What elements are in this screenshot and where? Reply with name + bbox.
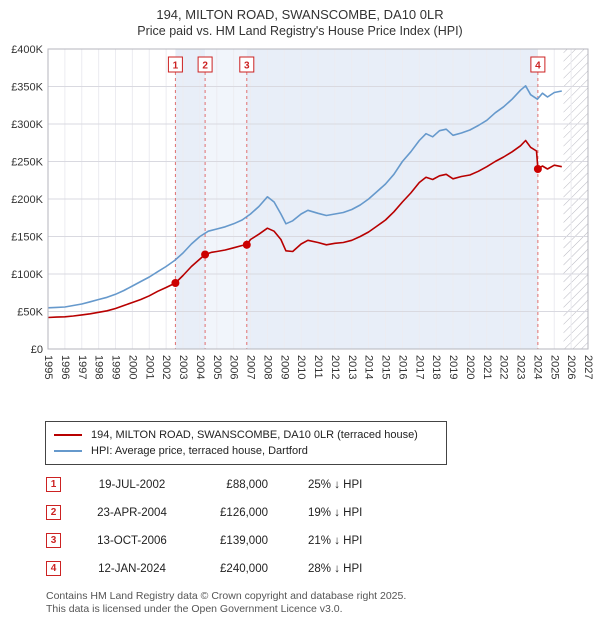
- sale-point: [533, 165, 542, 173]
- page-subtitle: Price paid vs. HM Land Registry's House …: [137, 24, 463, 38]
- transaction-row: 1 19-JUL-2002 £88,000 25% ↓ HPI: [46, 477, 600, 492]
- x-axis-label: 1995: [42, 355, 54, 379]
- legend-item-property: 194, MILTON ROAD, SWANSCOMBE, DA10 0LR (…: [54, 427, 438, 443]
- plot-border: [47, 48, 589, 350]
- legend-label-property: 194, MILTON ROAD, SWANSCOMBE, DA10 0LR (…: [91, 429, 418, 441]
- x-axis-label: 2025: [548, 355, 560, 379]
- x-axis-label: 2022: [498, 355, 510, 379]
- y-axis-label: £300K: [11, 119, 43, 131]
- x-axis-label: 2021: [481, 355, 493, 379]
- footer-line-2: This data is licensed under the Open Gov…: [46, 603, 343, 615]
- x-axis-label: 2004: [194, 355, 206, 379]
- transaction-vs-hpi: 21% ↓ HPI: [308, 534, 363, 547]
- x-axis-label: 2002: [160, 355, 172, 379]
- price-history-chart: £0 £50K £100K £150K £200K £250K £300K £350K £400…: [11, 44, 594, 379]
- property-price-line: [47, 139, 562, 319]
- transaction-date: 23-APR-2004: [97, 506, 167, 519]
- sale-number-box: [239, 56, 255, 73]
- y-axis-label: £400K: [11, 44, 43, 56]
- transaction-row: 3 13-OCT-2006 £139,000 21% ↓ HPI: [46, 533, 600, 548]
- y-axis-label: £200K: [11, 194, 43, 206]
- y-axis-label: £0: [31, 344, 43, 356]
- sale-number-label: 3: [244, 61, 250, 72]
- transaction-price: £139,000: [220, 534, 268, 547]
- sale-number-box: [197, 56, 213, 73]
- x-axis-label: 2005: [211, 355, 223, 379]
- x-axis-label: 2023: [515, 355, 527, 379]
- page-title: 194, MILTON ROAD, SWANSCOMBE, DA10 0LR: [156, 7, 444, 22]
- hpi-line: [47, 84, 562, 309]
- x-axis-label: 2027: [582, 355, 594, 379]
- transaction-date: 19-JUL-2002: [98, 478, 166, 491]
- x-axis-label: 1997: [76, 355, 88, 379]
- transactions-table: 1 19-JUL-2002 £88,000 25% ↓ HPI 2 23-APR-2004…: [46, 477, 600, 576]
- x-axis-label: 2000: [126, 355, 138, 379]
- transaction-number-badge: 4: [46, 561, 61, 576]
- x-axis-label: 2003: [177, 355, 189, 379]
- sale-number-label: 2: [202, 61, 208, 72]
- license-footer: Contains HM Land Registry data © Crown c…: [46, 590, 600, 616]
- legend-label-hpi: HPI: Average price, terraced house, Dart…: [91, 445, 308, 457]
- x-axis-label: 1999: [110, 355, 122, 379]
- sale-number-label: 1: [173, 61, 179, 72]
- transaction-row: 2 23-APR-2004 £126,000 19% ↓ HPI: [46, 505, 600, 520]
- sale-point: [201, 250, 210, 259]
- transaction-date: 12-JAN-2024: [98, 562, 166, 575]
- x-axis-label: 2020: [464, 355, 476, 379]
- transaction-number-badge: 2: [46, 505, 61, 520]
- transaction-number-badge: 1: [46, 477, 61, 492]
- y-axis-label: £250K: [11, 157, 43, 169]
- sale-number-label: 4: [535, 61, 541, 72]
- x-axis-label: 2018: [430, 355, 442, 379]
- x-axis-label: 2011: [312, 355, 324, 379]
- x-axis-label: 2001: [143, 355, 155, 379]
- y-axis-label: £100K: [11, 269, 43, 281]
- transaction-price: £126,000: [220, 506, 268, 519]
- x-axis-label: 2008: [261, 355, 273, 379]
- transaction-row: 4 12-JAN-2024 £240,000 28% ↓ HPI: [46, 561, 600, 576]
- legend-item-hpi: HPI: Average price, terraced house, Dart…: [54, 443, 438, 459]
- x-axis-label: 2006: [228, 355, 240, 379]
- sale-number-box: [530, 56, 546, 73]
- sale-point: [242, 240, 251, 249]
- transaction-vs-hpi: 28% ↓ HPI: [308, 562, 363, 575]
- x-axis-label: 2016: [396, 355, 408, 379]
- transaction-price: £88,000: [226, 478, 268, 491]
- sale-point: [171, 279, 180, 287]
- x-axis-label: 2024: [531, 355, 543, 379]
- x-axis-label: 2013: [346, 355, 358, 379]
- transaction-vs-hpi: 19% ↓ HPI: [308, 506, 363, 519]
- x-axis-label: 2015: [380, 355, 392, 379]
- x-axis-label: 1996: [59, 355, 71, 379]
- y-axis-label: £350K: [11, 82, 43, 94]
- transaction-vs-hpi: 25% ↓ HPI: [308, 478, 363, 491]
- y-axis-label: £50K: [17, 307, 43, 319]
- footer-line-1: Contains HM Land Registry data © Crown c…: [46, 590, 407, 602]
- x-axis-label: 2009: [278, 355, 290, 379]
- x-axis-label: 2012: [329, 355, 341, 379]
- sale-number-box: [167, 56, 183, 73]
- transaction-date: 13-OCT-2006: [97, 534, 167, 547]
- chart-legend: 194, MILTON ROAD, SWANSCOMBE, DA10 0LR (…: [45, 421, 447, 465]
- x-axis-label: 2014: [363, 355, 375, 379]
- x-axis-label: 2026: [565, 355, 577, 379]
- chart-header: 194, MILTON ROAD, SWANSCOMBE, DA10 0LR P…: [0, 0, 600, 39]
- x-axis-label: 2007: [245, 355, 257, 379]
- x-axis-label: 2010: [295, 355, 307, 379]
- legend-blue-line-swatch: [54, 450, 82, 452]
- y-axis-label: £150K: [11, 232, 43, 244]
- legend-red-line-swatch: [54, 434, 82, 436]
- transaction-price: £240,000: [220, 562, 268, 575]
- x-axis-label: 2019: [447, 355, 459, 379]
- x-axis-label: 2017: [413, 355, 425, 379]
- x-axis-label: 1998: [93, 355, 105, 379]
- transaction-number-badge: 3: [46, 533, 61, 548]
